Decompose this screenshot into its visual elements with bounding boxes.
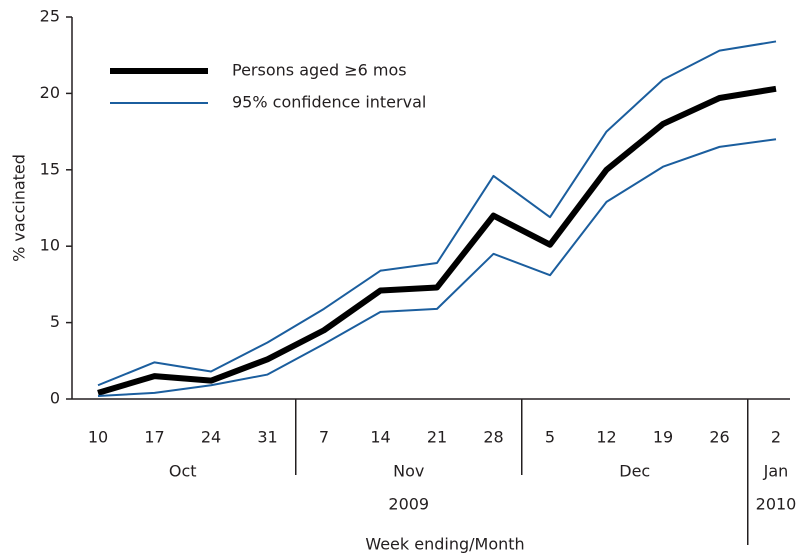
y-tick-label: 10 <box>40 236 60 255</box>
x-tick-label: 7 <box>319 428 329 447</box>
month-label: Oct <box>169 462 197 481</box>
y-axis-label: % vaccinated <box>10 154 29 262</box>
y-tick-label: 25 <box>40 7 60 26</box>
month-label: Nov <box>393 462 424 481</box>
x-tick-label: 5 <box>545 428 555 447</box>
legend-label: 95% confidence interval <box>232 93 426 112</box>
x-tick-label: 31 <box>257 428 277 447</box>
x-axis-label: Week ending/Month <box>365 535 524 554</box>
month-label: Jan <box>763 462 789 481</box>
x-tick-label: 14 <box>370 428 390 447</box>
x-tick-label: 10 <box>88 428 108 447</box>
y-tick-label: 5 <box>50 312 60 331</box>
y-tick-label: 15 <box>40 159 60 178</box>
y-tick-label: 20 <box>40 83 60 102</box>
x-tick-label: 19 <box>653 428 673 447</box>
x-tick-label: 12 <box>596 428 616 447</box>
year-label: 2009 <box>388 495 429 514</box>
y-tick-label: 0 <box>50 389 60 408</box>
month-label: Dec <box>619 462 650 481</box>
legend-label: Persons aged ≥6 mos <box>232 61 407 80</box>
series-line <box>97 85 777 396</box>
x-tick-label: 17 <box>144 428 164 447</box>
year-label: 2010 <box>756 495 797 514</box>
x-tick-label: 24 <box>201 428 221 447</box>
ci-lower-line <box>97 138 777 397</box>
x-tick-label: 28 <box>483 428 503 447</box>
x-tick-label: 2 <box>771 428 781 447</box>
x-tick-label: 21 <box>427 428 447 447</box>
x-tick-label: 26 <box>709 428 729 447</box>
ci-upper-line <box>97 40 777 387</box>
